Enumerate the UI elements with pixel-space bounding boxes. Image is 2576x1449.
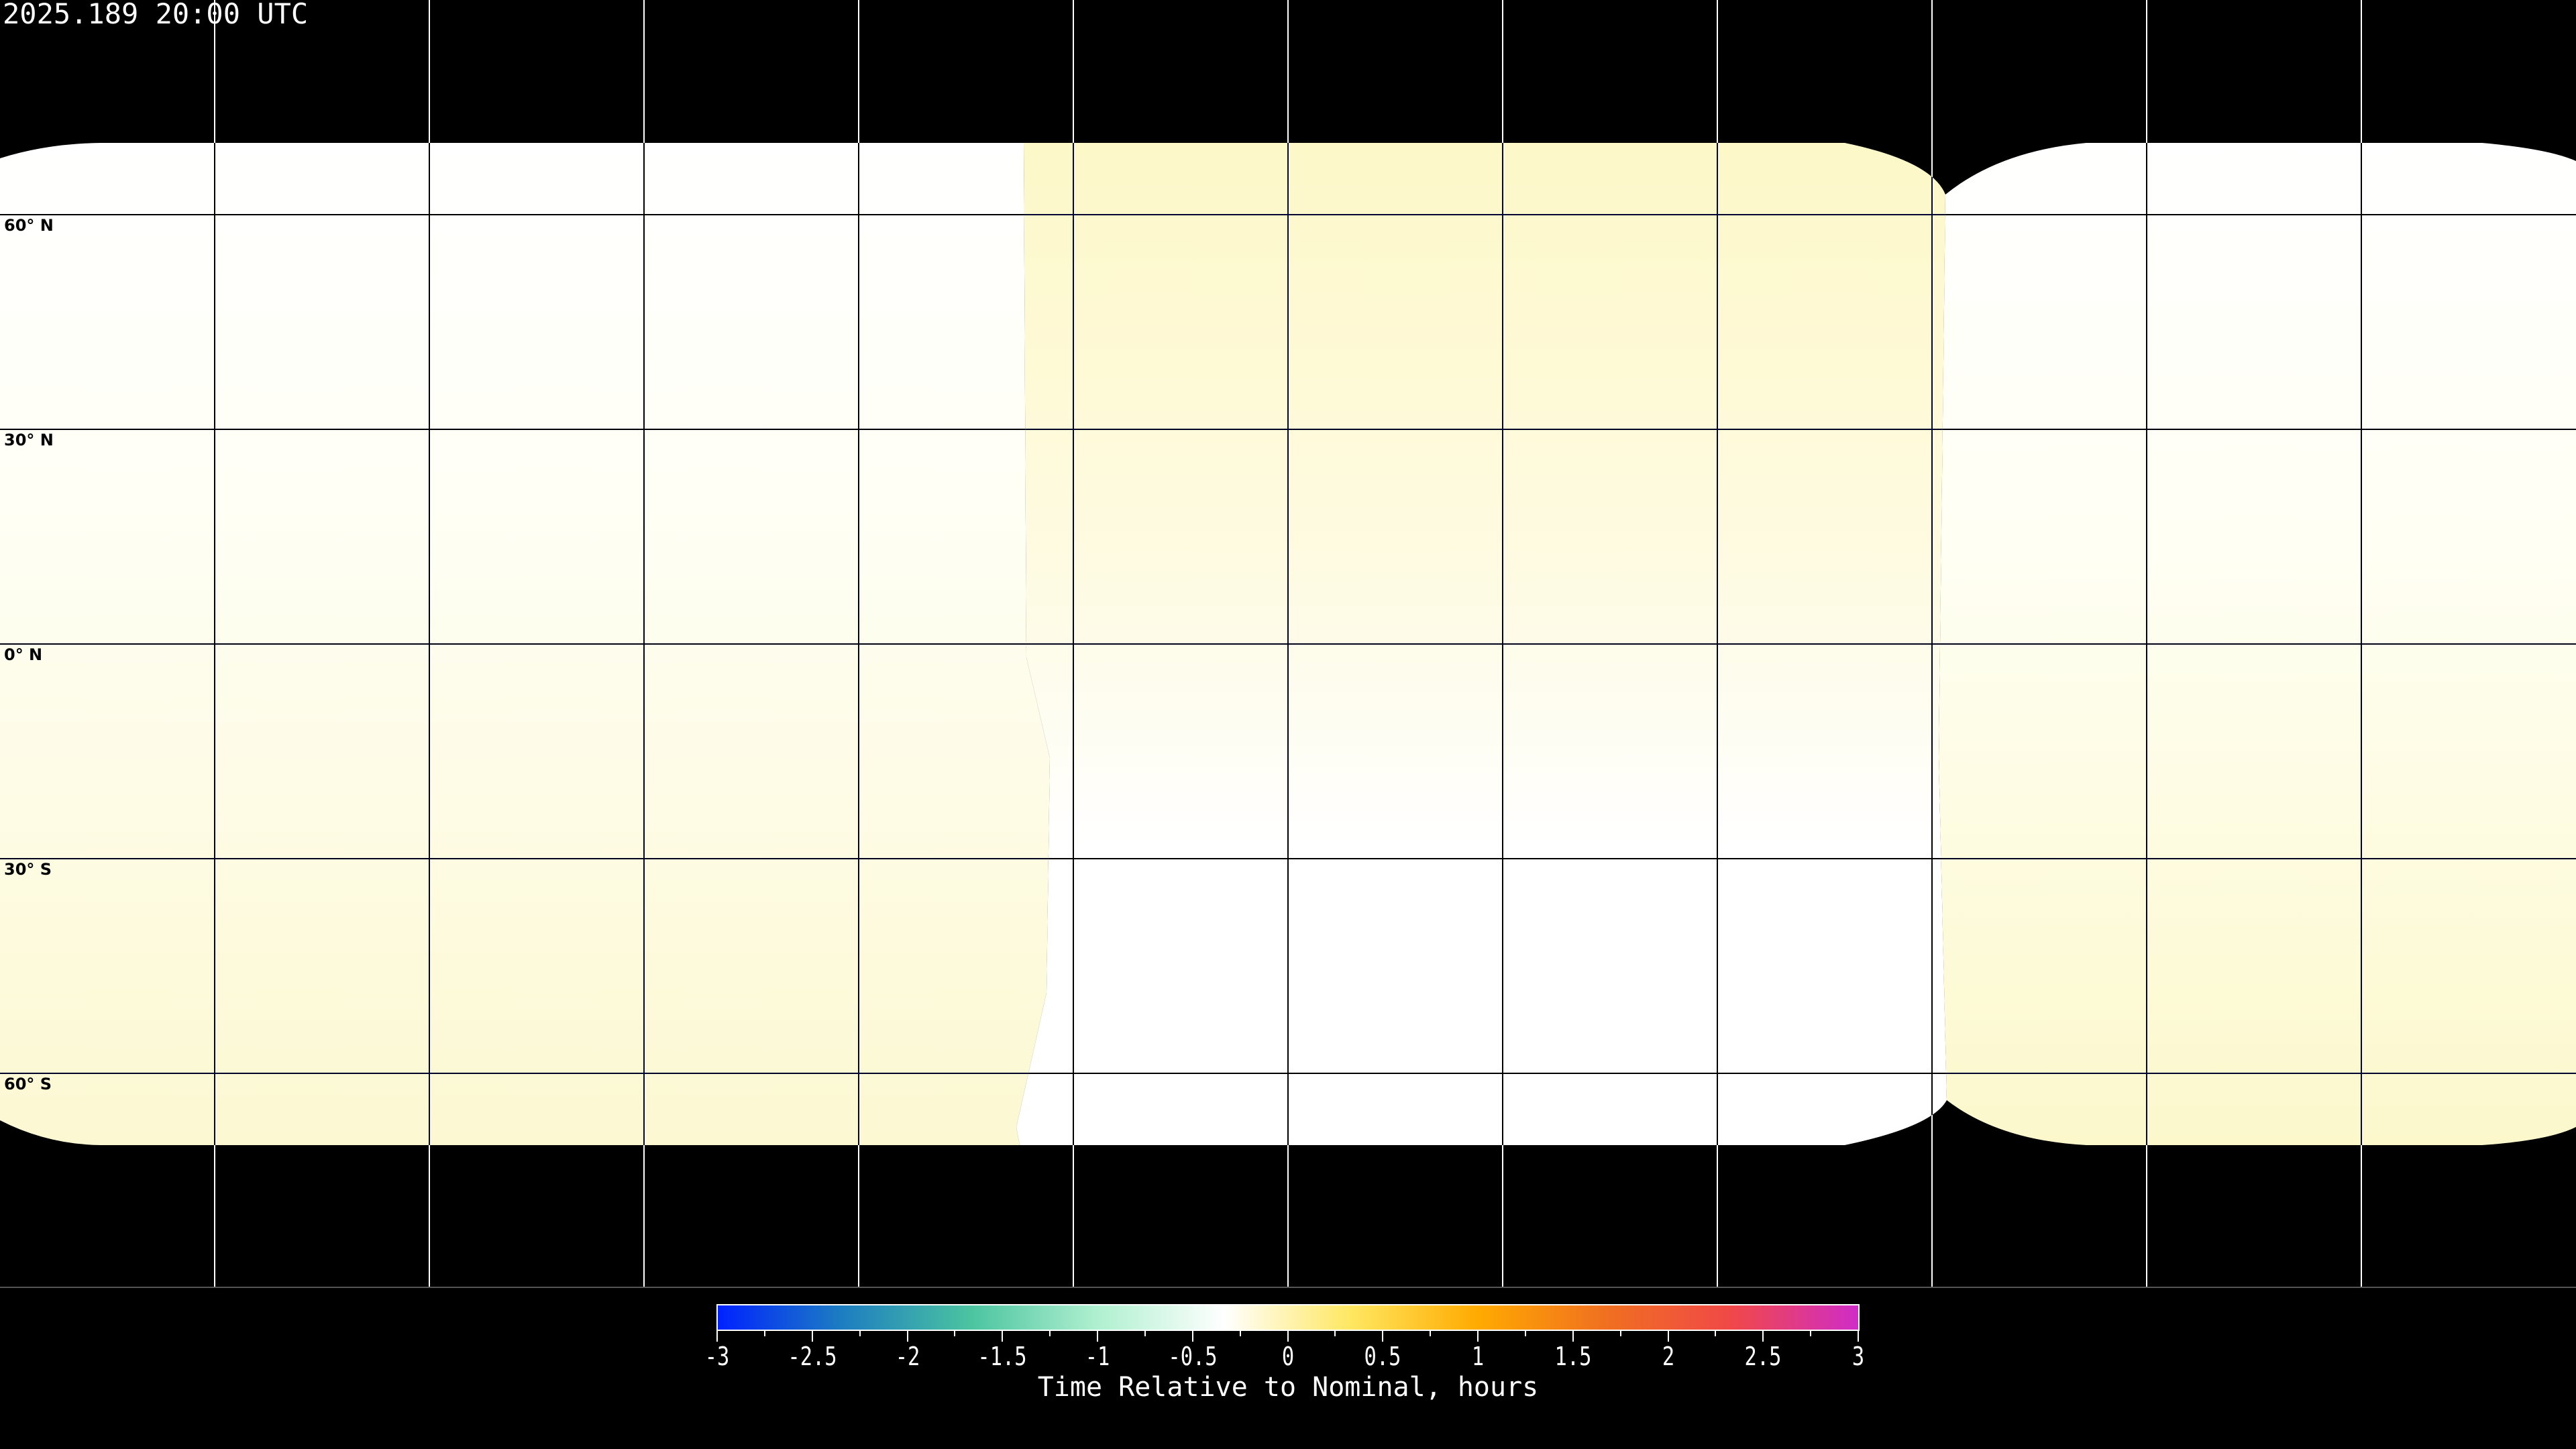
colorbar-tick <box>1287 1331 1289 1342</box>
colorbar-tick <box>1858 1331 1859 1342</box>
colorbar-tick-label: 0 <box>1281 1342 1294 1371</box>
colorbar-tick <box>1382 1331 1384 1342</box>
colorbar-label: Time Relative to Nominal, hours <box>1037 1372 1539 1403</box>
colorbar-tick <box>1667 1331 1669 1342</box>
colorbar-tick-label: -0.5 <box>1168 1342 1218 1371</box>
colorbar-tick-label: -2 <box>895 1342 920 1371</box>
colorbar-tick <box>811 1331 813 1342</box>
colorbar-tick <box>859 1331 861 1336</box>
colorbar-tick <box>716 1331 718 1342</box>
colorbar <box>716 1304 1860 1331</box>
colorbar-tick <box>954 1331 956 1336</box>
colorbar-tick <box>763 1331 765 1336</box>
colorbar-tick <box>1430 1331 1432 1336</box>
colorbar-tick-label: 1.5 <box>1554 1342 1592 1371</box>
colorbar-tick <box>1049 1331 1051 1336</box>
colorbar-tick <box>906 1331 908 1342</box>
lat-label-60s: 60° S <box>4 1075 52 1093</box>
colorbar-tick <box>1810 1331 1812 1336</box>
colorbar-tick <box>1524 1331 1526 1336</box>
colorbar-tick-label: 3 <box>1851 1342 1865 1371</box>
colorbar-tick <box>1097 1331 1098 1342</box>
colorbar-tick <box>1002 1331 1004 1342</box>
colorbar-tick <box>1762 1331 1764 1342</box>
colorbar-tick <box>1191 1331 1193 1342</box>
map-bottom-border <box>0 1287 2576 1288</box>
colorbar-tick <box>1477 1331 1479 1342</box>
colorbar-tick-label: 2 <box>1662 1342 1674 1371</box>
timestamp-title: 2025.189 20:00 UTC <box>3 0 309 30</box>
world-map <box>0 0 2576 1288</box>
colorbar-tick-label: 1 <box>1471 1342 1485 1371</box>
colorbar-tick <box>1572 1331 1574 1342</box>
colorbar-tick-label: -1.5 <box>977 1342 1027 1371</box>
colorbar-tick-label: -1 <box>1085 1342 1110 1371</box>
colorbar-tick <box>1334 1331 1336 1336</box>
lat-label-60n: 60° N <box>4 216 54 235</box>
lat-label-30s: 30° S <box>4 860 52 879</box>
graticule <box>0 0 2576 1288</box>
colorbar-tick-label: 2.5 <box>1744 1342 1782 1371</box>
colorbar-tick-label: 0.5 <box>1364 1342 1401 1371</box>
lat-label-30n: 30° N <box>4 431 54 449</box>
colorbar-tick-label: -2.5 <box>788 1342 837 1371</box>
lat-label-equator: 0° N <box>4 645 43 664</box>
colorbar-tick <box>1619 1331 1621 1336</box>
colorbar-tick <box>1239 1331 1241 1336</box>
colorbar-tick <box>1715 1331 1717 1336</box>
colorbar-tick-label: -3 <box>704 1342 730 1371</box>
colorbar-tick <box>1144 1331 1146 1336</box>
colorbar-ticks <box>0 1331 2576 1358</box>
